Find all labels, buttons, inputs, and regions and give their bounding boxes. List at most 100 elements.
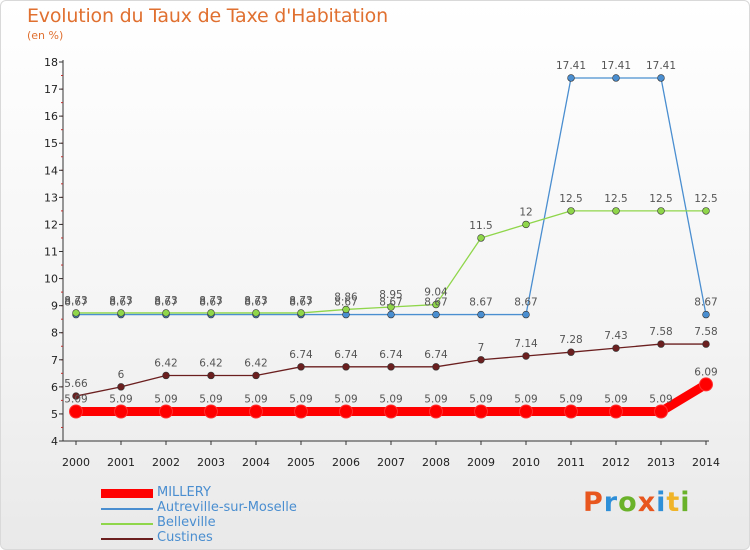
- data-point-belleville: [252, 309, 260, 317]
- data-label-custines: 5.66: [64, 378, 88, 390]
- data-label-millery: 6.09: [694, 366, 717, 378]
- data-label-autreville-sur-moselle: 8.67: [379, 297, 402, 309]
- x-tick-label: 2009: [467, 456, 495, 469]
- data-point-autreville-sur-moselle: [657, 74, 665, 82]
- data-label-autreville-sur-moselle: 8.67: [424, 297, 447, 309]
- data-label-belleville: 8.73: [109, 295, 132, 307]
- data-label-custines: 6.74: [289, 349, 313, 361]
- data-point-millery: [699, 377, 713, 392]
- data-label-autreville-sur-moselle: 8.67: [469, 297, 492, 309]
- data-point-belleville: [702, 207, 710, 215]
- data-point-belleville: [342, 305, 350, 314]
- data-label-custines: 6.42: [244, 357, 267, 369]
- data-label-millery: 5.09: [559, 393, 582, 405]
- x-tick-label: 2006: [332, 456, 360, 469]
- data-point-autreville-sur-moselle: [522, 310, 530, 319]
- data-point-autreville-sur-moselle: [612, 74, 620, 82]
- y-tick-label: 6: [51, 381, 58, 394]
- data-label-millery: 5.09: [64, 393, 87, 405]
- data-label-belleville: 9.04: [424, 287, 448, 299]
- y-tick-label: 15: [44, 137, 58, 150]
- data-label-autreville-sur-moselle: 8.67: [109, 297, 132, 309]
- data-point-millery: [609, 404, 623, 419]
- data-point-custines: [252, 371, 260, 380]
- data-point-belleville: [522, 220, 530, 229]
- data-point-millery: [69, 404, 83, 419]
- logo-letter: t: [666, 487, 681, 518]
- data-label-belleville: 11.5: [469, 220, 492, 232]
- data-point-custines: [207, 371, 215, 380]
- data-label-millery: 5.09: [154, 393, 177, 405]
- data-label-millery: 5.09: [109, 393, 132, 405]
- data-point-custines: [342, 363, 350, 371]
- logo-letter: P: [583, 487, 604, 518]
- data-label-custines: 7: [478, 342, 485, 354]
- data-label-millery: 5.09: [469, 393, 492, 405]
- data-label-autreville-sur-moselle: 8.67: [154, 297, 177, 309]
- data-point-millery: [429, 404, 443, 419]
- logo-letter: i: [656, 487, 667, 518]
- data-label-millery: 5.09: [199, 393, 222, 405]
- x-tick-label: 2014: [692, 456, 720, 469]
- x-tick-label: 2010: [512, 456, 540, 469]
- data-label-belleville: 12: [519, 206, 532, 218]
- y-tick-label: 17: [44, 83, 58, 96]
- x-tick-label: 2005: [287, 456, 315, 469]
- data-point-millery: [204, 404, 218, 419]
- data-point-millery: [519, 404, 533, 419]
- data-point-custines: [432, 363, 440, 371]
- data-label-millery: 5.09: [244, 393, 267, 405]
- data-label-belleville: 12.5: [604, 193, 627, 205]
- data-label-custines: 7.28: [559, 334, 582, 346]
- data-label-autreville-sur-moselle: 8.67: [514, 297, 537, 309]
- y-axis-unit: (en %): [27, 29, 64, 42]
- x-tick-label: 2008: [422, 456, 450, 469]
- y-tick-label: 13: [44, 191, 58, 204]
- data-label-autreville-sur-moselle: 8.67: [289, 297, 312, 309]
- data-point-millery: [294, 404, 308, 419]
- data-label-autreville-sur-moselle: 8.67: [334, 297, 357, 309]
- data-point-autreville-sur-moselle: [432, 310, 440, 319]
- data-label-millery: 5.09: [289, 393, 312, 405]
- y-tick-label: 9: [51, 300, 58, 313]
- proxiti-logo: Proxiti: [583, 487, 691, 518]
- x-tick-label: 2013: [647, 456, 675, 469]
- data-label-millery: 5.09: [379, 393, 402, 405]
- data-label-autreville-sur-moselle: 8.67: [694, 297, 717, 309]
- data-point-millery: [159, 404, 173, 419]
- data-point-custines: [297, 363, 305, 371]
- data-label-custines: 7.58: [694, 326, 717, 338]
- data-label-autreville-sur-moselle: 8.67: [244, 297, 267, 309]
- data-point-autreville-sur-moselle: [567, 74, 575, 82]
- data-point-belleville: [162, 309, 170, 317]
- logo-letter: x: [637, 487, 657, 518]
- data-point-belleville: [432, 300, 440, 309]
- data-label-belleville: 8.73: [244, 295, 267, 307]
- data-label-custines: 6.74: [379, 349, 403, 361]
- data-label-belleville: 8.95: [379, 289, 402, 301]
- y-tick-label: 11: [44, 246, 58, 259]
- y-tick-label: 8: [51, 327, 58, 340]
- chart-title: Evolution du Taux de Taxe d'Habitation: [27, 5, 388, 27]
- x-tick-label: 2012: [602, 456, 630, 469]
- data-label-custines: 6.74: [334, 349, 358, 361]
- data-point-autreville-sur-moselle: [477, 310, 485, 319]
- y-tick-label: 7: [51, 354, 58, 367]
- logo-letter: o: [618, 487, 638, 518]
- x-tick-label: 2000: [62, 456, 90, 469]
- data-point-belleville: [207, 309, 215, 317]
- logo-letter: i: [680, 487, 691, 518]
- data-point-autreville-sur-moselle: [387, 310, 395, 319]
- legend-swatch-millery: [101, 489, 153, 498]
- data-point-belleville: [657, 207, 665, 215]
- data-label-millery: 5.09: [334, 393, 357, 405]
- data-label-custines: 6.42: [199, 357, 222, 369]
- data-point-belleville: [612, 207, 620, 215]
- data-label-millery: 5.09: [649, 393, 672, 405]
- x-tick-label: 2007: [377, 456, 405, 469]
- data-point-millery: [474, 404, 488, 419]
- data-label-belleville: 12.5: [559, 193, 582, 205]
- data-label-custines: 6.74: [424, 349, 448, 361]
- data-label-belleville: 8.73: [154, 295, 177, 307]
